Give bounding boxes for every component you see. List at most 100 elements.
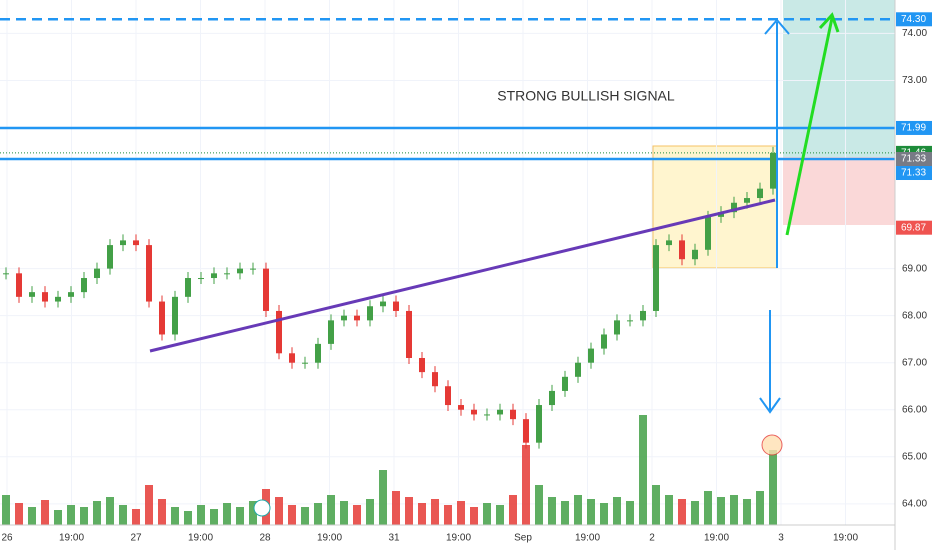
volume-bar [392, 491, 400, 525]
price-label: 71.33 [901, 154, 926, 165]
down-arrow-head [759, 397, 781, 414]
volume-bar [379, 470, 387, 525]
volume-bar [236, 507, 244, 525]
x-tick-label: 19:00 [575, 533, 600, 544]
price-label: 71.99 [901, 123, 926, 134]
volume-bar [28, 507, 36, 525]
candle [640, 310, 646, 321]
candle [16, 273, 22, 297]
candle [757, 188, 763, 199]
volume-bar [457, 501, 465, 525]
volume-bar [574, 495, 582, 525]
volume-bar [730, 495, 738, 525]
volume-bar [2, 495, 10, 525]
volume-bar [132, 509, 140, 525]
candle [237, 268, 243, 274]
candle [55, 296, 61, 302]
candle [29, 292, 35, 297]
target-arrow-head [818, 12, 840, 33]
candle [94, 268, 100, 279]
x-tick-label: 27 [130, 533, 142, 544]
candle [289, 353, 295, 363]
volume-bar [366, 499, 374, 525]
y-tick-label: 64.00 [902, 498, 927, 509]
volume-bar [691, 501, 699, 525]
annotation: STRONG BULLISH SIGNAL [497, 88, 675, 104]
candle [445, 386, 451, 406]
candle [42, 292, 48, 302]
price-label: 74.30 [901, 14, 926, 25]
volume-bar [80, 507, 88, 525]
y-tick-label: 68.00 [902, 310, 927, 321]
volume-bar [509, 495, 517, 525]
candle [601, 334, 607, 349]
volume-bar [613, 497, 621, 525]
volume-highlight [761, 434, 783, 456]
candle [159, 301, 165, 335]
candle [666, 240, 672, 246]
volume-bar [106, 497, 114, 525]
price-label-box [896, 12, 932, 27]
candle [250, 268, 256, 270]
target-arrow [785, 17, 834, 236]
volume-bar [340, 501, 348, 525]
dividend-marker [253, 499, 271, 517]
candle [770, 152, 776, 189]
volume-bar [223, 503, 231, 525]
candle [705, 216, 711, 250]
candle [198, 278, 204, 280]
volume-bar [743, 499, 751, 525]
candle [133, 240, 139, 246]
volume-bar [522, 445, 530, 525]
candle [458, 405, 464, 410]
volume-bar [639, 415, 647, 525]
candle [588, 348, 594, 363]
candles [2, 146, 777, 525]
price-label-box [896, 166, 932, 181]
y-tick-label: 66.00 [902, 404, 927, 415]
candle [536, 405, 542, 443]
volume-bar [171, 507, 179, 525]
volume-bar [600, 503, 608, 525]
volume-bar [431, 499, 439, 525]
axes: 64.00 65.00 66.00 67.00 68.00 69.00 73.00 74.00… [1, 12, 932, 544]
candle [341, 315, 347, 321]
candle [692, 249, 698, 260]
y-tick-label: 73.00 [902, 75, 927, 86]
price-label: 69.87 [901, 222, 926, 233]
candle [627, 320, 633, 322]
y-tick-label: 69.00 [902, 263, 927, 274]
volume-bar [717, 497, 725, 525]
x-tick-label: 3 [778, 533, 784, 544]
candle [471, 409, 477, 415]
volume-bar [288, 505, 296, 525]
candle [315, 343, 321, 363]
candle [224, 273, 230, 275]
x-tick-label: 28 [259, 533, 271, 544]
volume-bar [54, 510, 62, 525]
candle [211, 273, 217, 279]
candle [107, 245, 113, 269]
x-tick-label: 19:00 [188, 533, 213, 544]
volume-bar [405, 497, 413, 525]
candle [302, 362, 308, 364]
x-tick-label: 19:00 [446, 533, 471, 544]
x-tick-label: 19:00 [59, 533, 84, 544]
y-tick-label: 74.00 [902, 28, 927, 39]
volume-bar [15, 503, 23, 525]
candle [497, 409, 503, 415]
candle [432, 372, 438, 387]
volume-bar [535, 485, 543, 525]
x-tick-label: 19:00 [833, 533, 858, 544]
x-tick-label: Sep [514, 533, 532, 544]
x-tick-label: 2 [649, 533, 655, 544]
volume-bar [587, 499, 595, 525]
candle [172, 296, 178, 335]
y-tick-label: 67.00 [902, 357, 927, 368]
volume-bar [561, 501, 569, 525]
candle [549, 390, 555, 406]
volume-bar [301, 507, 309, 525]
x-tick-label: 19:00 [317, 533, 342, 544]
price-label-box [896, 120, 932, 135]
x-tick-label: 31 [388, 533, 400, 544]
